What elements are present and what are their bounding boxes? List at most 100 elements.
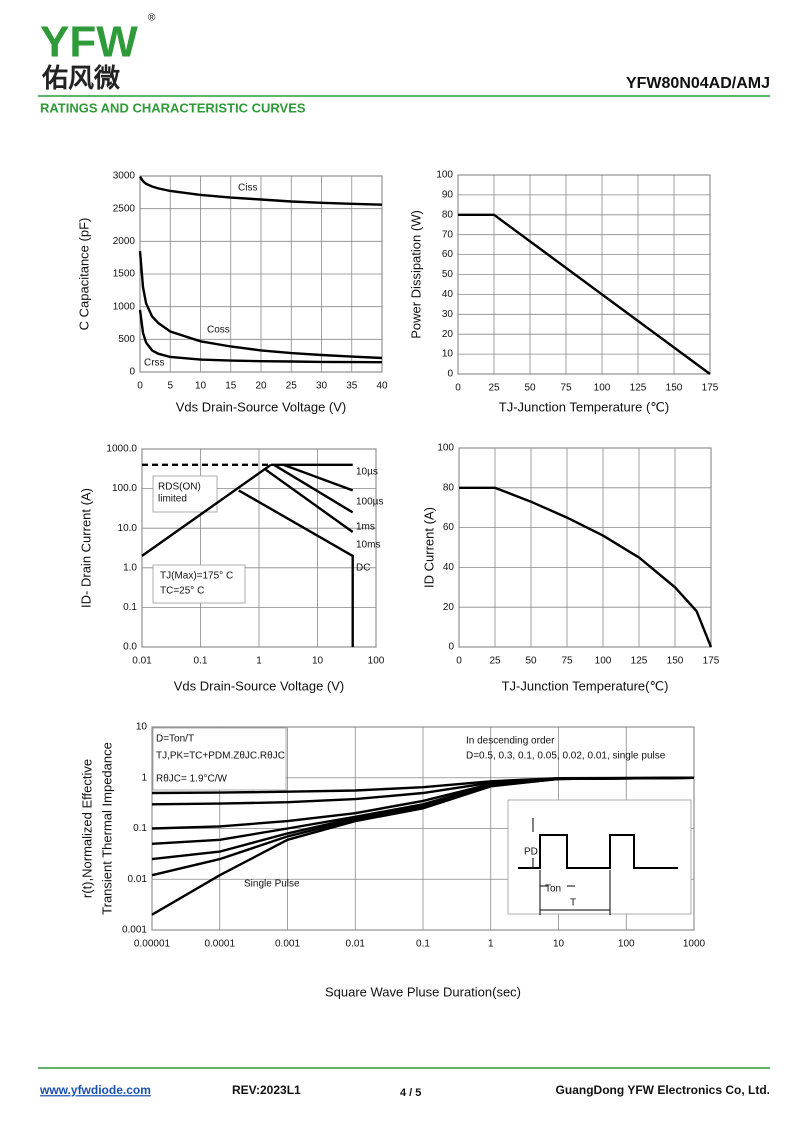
series-line — [141, 463, 272, 557]
x-tick-label: 50 — [524, 383, 536, 394]
y-tick-label: 100 — [437, 443, 454, 454]
annotation: PD — [524, 847, 538, 858]
series-line — [458, 213, 711, 375]
y-tick-label: 3000 — [113, 171, 136, 182]
label-box — [152, 475, 218, 513]
x-tick-label: 1 — [488, 939, 494, 950]
x-tick-label: 15 — [225, 381, 237, 392]
y-axis-title: Power Dissipation (W) — [408, 210, 423, 339]
annotation: In descending order — [466, 736, 555, 747]
y-tick-label: 40 — [443, 562, 455, 573]
x-tick-label: 50 — [525, 656, 537, 667]
x-axis-title: Vds Drain-Source Voltage (V) — [176, 399, 347, 414]
x-tick-label: 1000 — [683, 939, 706, 950]
logo: YFW — [40, 18, 138, 67]
y-tick-label: 10 — [442, 349, 454, 360]
series-line — [282, 463, 354, 492]
y-tick-label: 500 — [118, 334, 135, 345]
y-tick-label: 70 — [442, 229, 454, 240]
x-tick-label: 100 — [618, 939, 635, 950]
y-tick-label: 80 — [443, 482, 455, 493]
y-tick-label: 0 — [448, 642, 454, 653]
y-axis-title: Transient Thermal Impedance — [99, 742, 114, 915]
y-tick-label: 20 — [443, 602, 455, 613]
y-axis-title: r(t),Normalized Effective — [79, 759, 94, 898]
y-tick-label: 0 — [129, 367, 135, 378]
x-tick-label: 10 — [312, 656, 324, 667]
x-tick-label: 0 — [455, 383, 461, 394]
y-tick-label: 100 — [436, 170, 453, 181]
annotation: T — [570, 898, 576, 909]
footer-rev: REV:2023L1 — [232, 1083, 301, 1097]
y-axis-title: C Capacitance (pF) — [76, 218, 91, 331]
y-tick-label: 100.0 — [112, 483, 137, 494]
x-tick-label: 5 — [167, 381, 173, 392]
pulse-diagram — [518, 834, 678, 869]
series-line — [238, 489, 354, 647]
x-tick-label: 150 — [666, 383, 683, 394]
annotation: Single Pulse — [244, 879, 300, 890]
series-label: Crss — [144, 358, 165, 369]
x-tick-label: 0.1 — [416, 939, 430, 950]
y-tick-label: 90 — [442, 190, 454, 201]
y-axis-title: ID- Drain Current (A) — [78, 488, 93, 608]
series-line — [138, 309, 383, 364]
x-tick-label: 1 — [256, 656, 262, 667]
y-tick-label: 0.01 — [128, 874, 148, 885]
x-tick-label: 30 — [316, 381, 328, 392]
x-tick-label: 0 — [456, 656, 462, 667]
x-axis-title: TJ-Junction Temperature (℃) — [499, 399, 669, 414]
annotation: D=Ton/T — [156, 734, 194, 745]
plot-area — [458, 447, 712, 648]
part-number: YFW80N04AD/AMJ — [626, 75, 770, 92]
x-tick-label: 125 — [631, 656, 648, 667]
x-axis-title: Vds Drain-Source Voltage (V) — [174, 678, 345, 693]
series-label: 10µs — [356, 467, 378, 478]
y-tick-label: 10.0 — [118, 523, 138, 534]
series-line — [459, 486, 713, 648]
y-tick-label: 2500 — [113, 203, 136, 214]
y-tick-label: 0.0 — [123, 642, 137, 653]
y-tick-label: 60 — [442, 249, 454, 260]
series-line — [265, 468, 354, 533]
x-tick-label: 100 — [594, 383, 611, 394]
y-tick-label: 40 — [442, 289, 454, 300]
y-tick-label: 60 — [443, 522, 455, 533]
y-tick-label: 0.1 — [133, 823, 147, 834]
pulse-dims — [532, 818, 611, 915]
series-label: DC — [356, 563, 370, 574]
annotation: TJ,PK=TC+PDM.ZθJC.RθJC — [156, 751, 285, 762]
series-label: Ciss — [238, 183, 257, 194]
annotation: RθJC= 1.9°C/W — [156, 774, 228, 785]
y-tick-label: 0.1 — [123, 602, 137, 613]
x-tick-label: 175 — [703, 656, 720, 667]
x-tick-label: 0.1 — [194, 656, 208, 667]
x-tick-label: 25 — [488, 383, 500, 394]
logo-mark: ® — [148, 13, 156, 24]
annotation: TJ(Max)=175° C — [160, 571, 233, 582]
x-tick-label: 75 — [561, 656, 573, 667]
logo-cn: 佑风微 — [41, 63, 120, 93]
y-tick-label: 1 — [141, 772, 147, 783]
x-tick-label: 75 — [560, 383, 572, 394]
x-tick-label: 100 — [368, 656, 385, 667]
x-tick-label: 125 — [630, 383, 647, 394]
footer-url[interactable]: www.yfwdiode.com — [39, 1083, 151, 1097]
footer-page: 4 / 5 — [400, 1087, 421, 1099]
series-label: Coss — [207, 325, 230, 336]
y-tick-label: 1500 — [113, 269, 136, 280]
x-tick-label: 0.001 — [275, 939, 300, 950]
x-tick-label: 40 — [376, 381, 388, 392]
label-box — [152, 564, 246, 604]
y-tick-label: 20 — [442, 329, 454, 340]
x-tick-label: 0 — [137, 381, 143, 392]
y-tick-label: 30 — [442, 309, 454, 320]
annotation: Ton — [545, 884, 561, 895]
x-tick-label: 25 — [489, 656, 501, 667]
series-label: 10ms — [356, 540, 380, 551]
y-tick-label: 50 — [442, 269, 454, 280]
series-line — [139, 176, 383, 206]
series-label: 100µs — [356, 497, 383, 508]
y-axis-title: ID Current (A) — [421, 507, 436, 588]
